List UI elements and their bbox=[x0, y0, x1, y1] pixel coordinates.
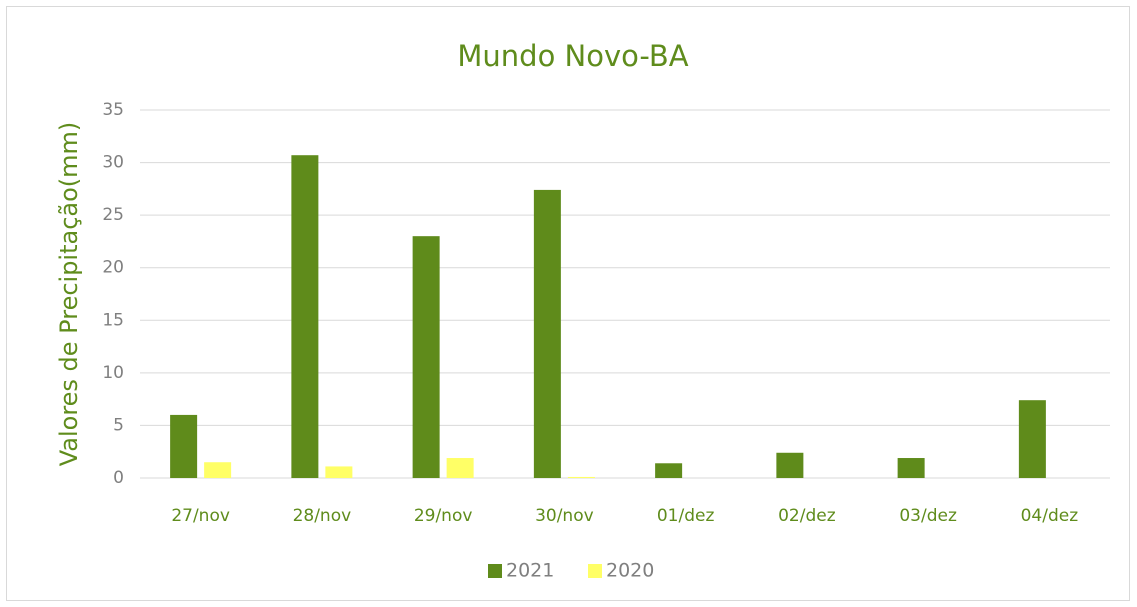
y-tick-label: 30 bbox=[102, 153, 124, 173]
x-tick-label: 27/nov bbox=[171, 506, 230, 526]
x-tick-label: 29/nov bbox=[414, 506, 473, 526]
legend-swatch bbox=[488, 564, 502, 578]
y-tick-label: 5 bbox=[113, 415, 124, 435]
bar bbox=[204, 462, 232, 478]
bar bbox=[567, 476, 595, 478]
bar bbox=[412, 236, 440, 478]
bar bbox=[170, 414, 198, 478]
bar bbox=[655, 463, 683, 478]
x-tick-label: 28/nov bbox=[293, 506, 352, 526]
legend-label: 2021 bbox=[506, 560, 554, 582]
chart-frame bbox=[6, 6, 1130, 601]
x-tick-label: 04/dez bbox=[1021, 506, 1079, 526]
bar bbox=[1018, 400, 1046, 478]
y-tick-label: 0 bbox=[113, 468, 124, 488]
y-tick-label: 35 bbox=[102, 100, 124, 120]
legend-swatch bbox=[588, 564, 602, 578]
y-tick-label: 25 bbox=[102, 205, 124, 225]
bar bbox=[776, 452, 804, 478]
bar bbox=[446, 458, 474, 478]
bar bbox=[897, 458, 925, 478]
x-tick-label: 03/dez bbox=[899, 506, 957, 526]
x-tick-label: 02/dez bbox=[778, 506, 836, 526]
x-tick-label: 01/dez bbox=[657, 506, 715, 526]
bar bbox=[533, 189, 561, 478]
y-axis-label: Valores de Precipitação(mm) bbox=[55, 122, 83, 467]
legend-label: 2020 bbox=[606, 560, 654, 582]
bar bbox=[291, 155, 319, 478]
x-tick-label: 30/nov bbox=[535, 506, 594, 526]
chart-title: Mundo Novo-BA bbox=[457, 39, 688, 73]
bar bbox=[325, 466, 353, 478]
y-tick-label: 15 bbox=[102, 310, 124, 330]
y-tick-label: 10 bbox=[102, 363, 124, 383]
y-tick-label: 20 bbox=[102, 258, 124, 278]
